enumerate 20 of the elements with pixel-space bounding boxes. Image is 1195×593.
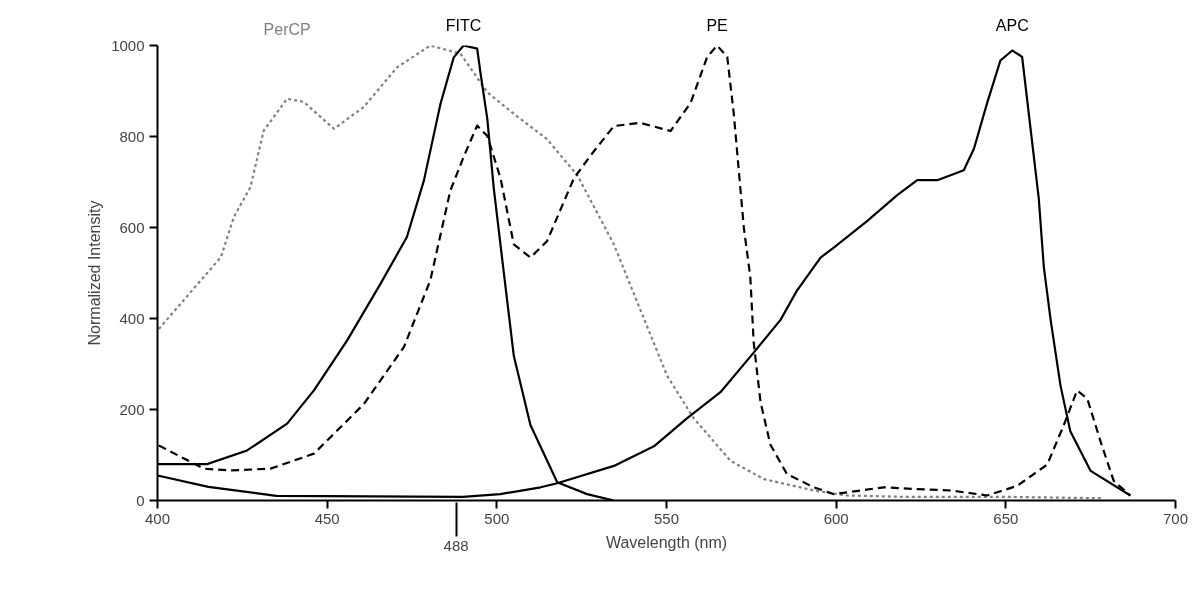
y-tick-label: 400	[119, 309, 145, 327]
y-axis-title: Normalized Intensity	[86, 200, 104, 346]
series-label: APC	[995, 16, 1029, 34]
x-tick-label: 450	[314, 509, 340, 527]
y-tick-label: 1000	[111, 36, 145, 54]
series-label: FITC	[445, 16, 482, 34]
series-label: PE	[706, 16, 728, 34]
x-tick-label: 500	[484, 509, 510, 527]
y-tick-label: 200	[119, 400, 145, 418]
x-tick-label: 550	[653, 509, 680, 527]
x-tick-label: 600	[823, 509, 849, 527]
y-tick-label: 800	[119, 127, 145, 145]
y-tick-label: 600	[119, 218, 145, 236]
y-tick-label: 0	[136, 491, 145, 509]
text: PerCP	[263, 20, 311, 38]
x-tick-label: 650	[993, 509, 1019, 527]
ref-line-label: 488	[443, 536, 469, 554]
x-tick-label: 700	[1162, 509, 1189, 527]
x-axis-title: Wavelength (nm)	[605, 533, 728, 551]
x-tick-label: 400	[144, 509, 171, 527]
